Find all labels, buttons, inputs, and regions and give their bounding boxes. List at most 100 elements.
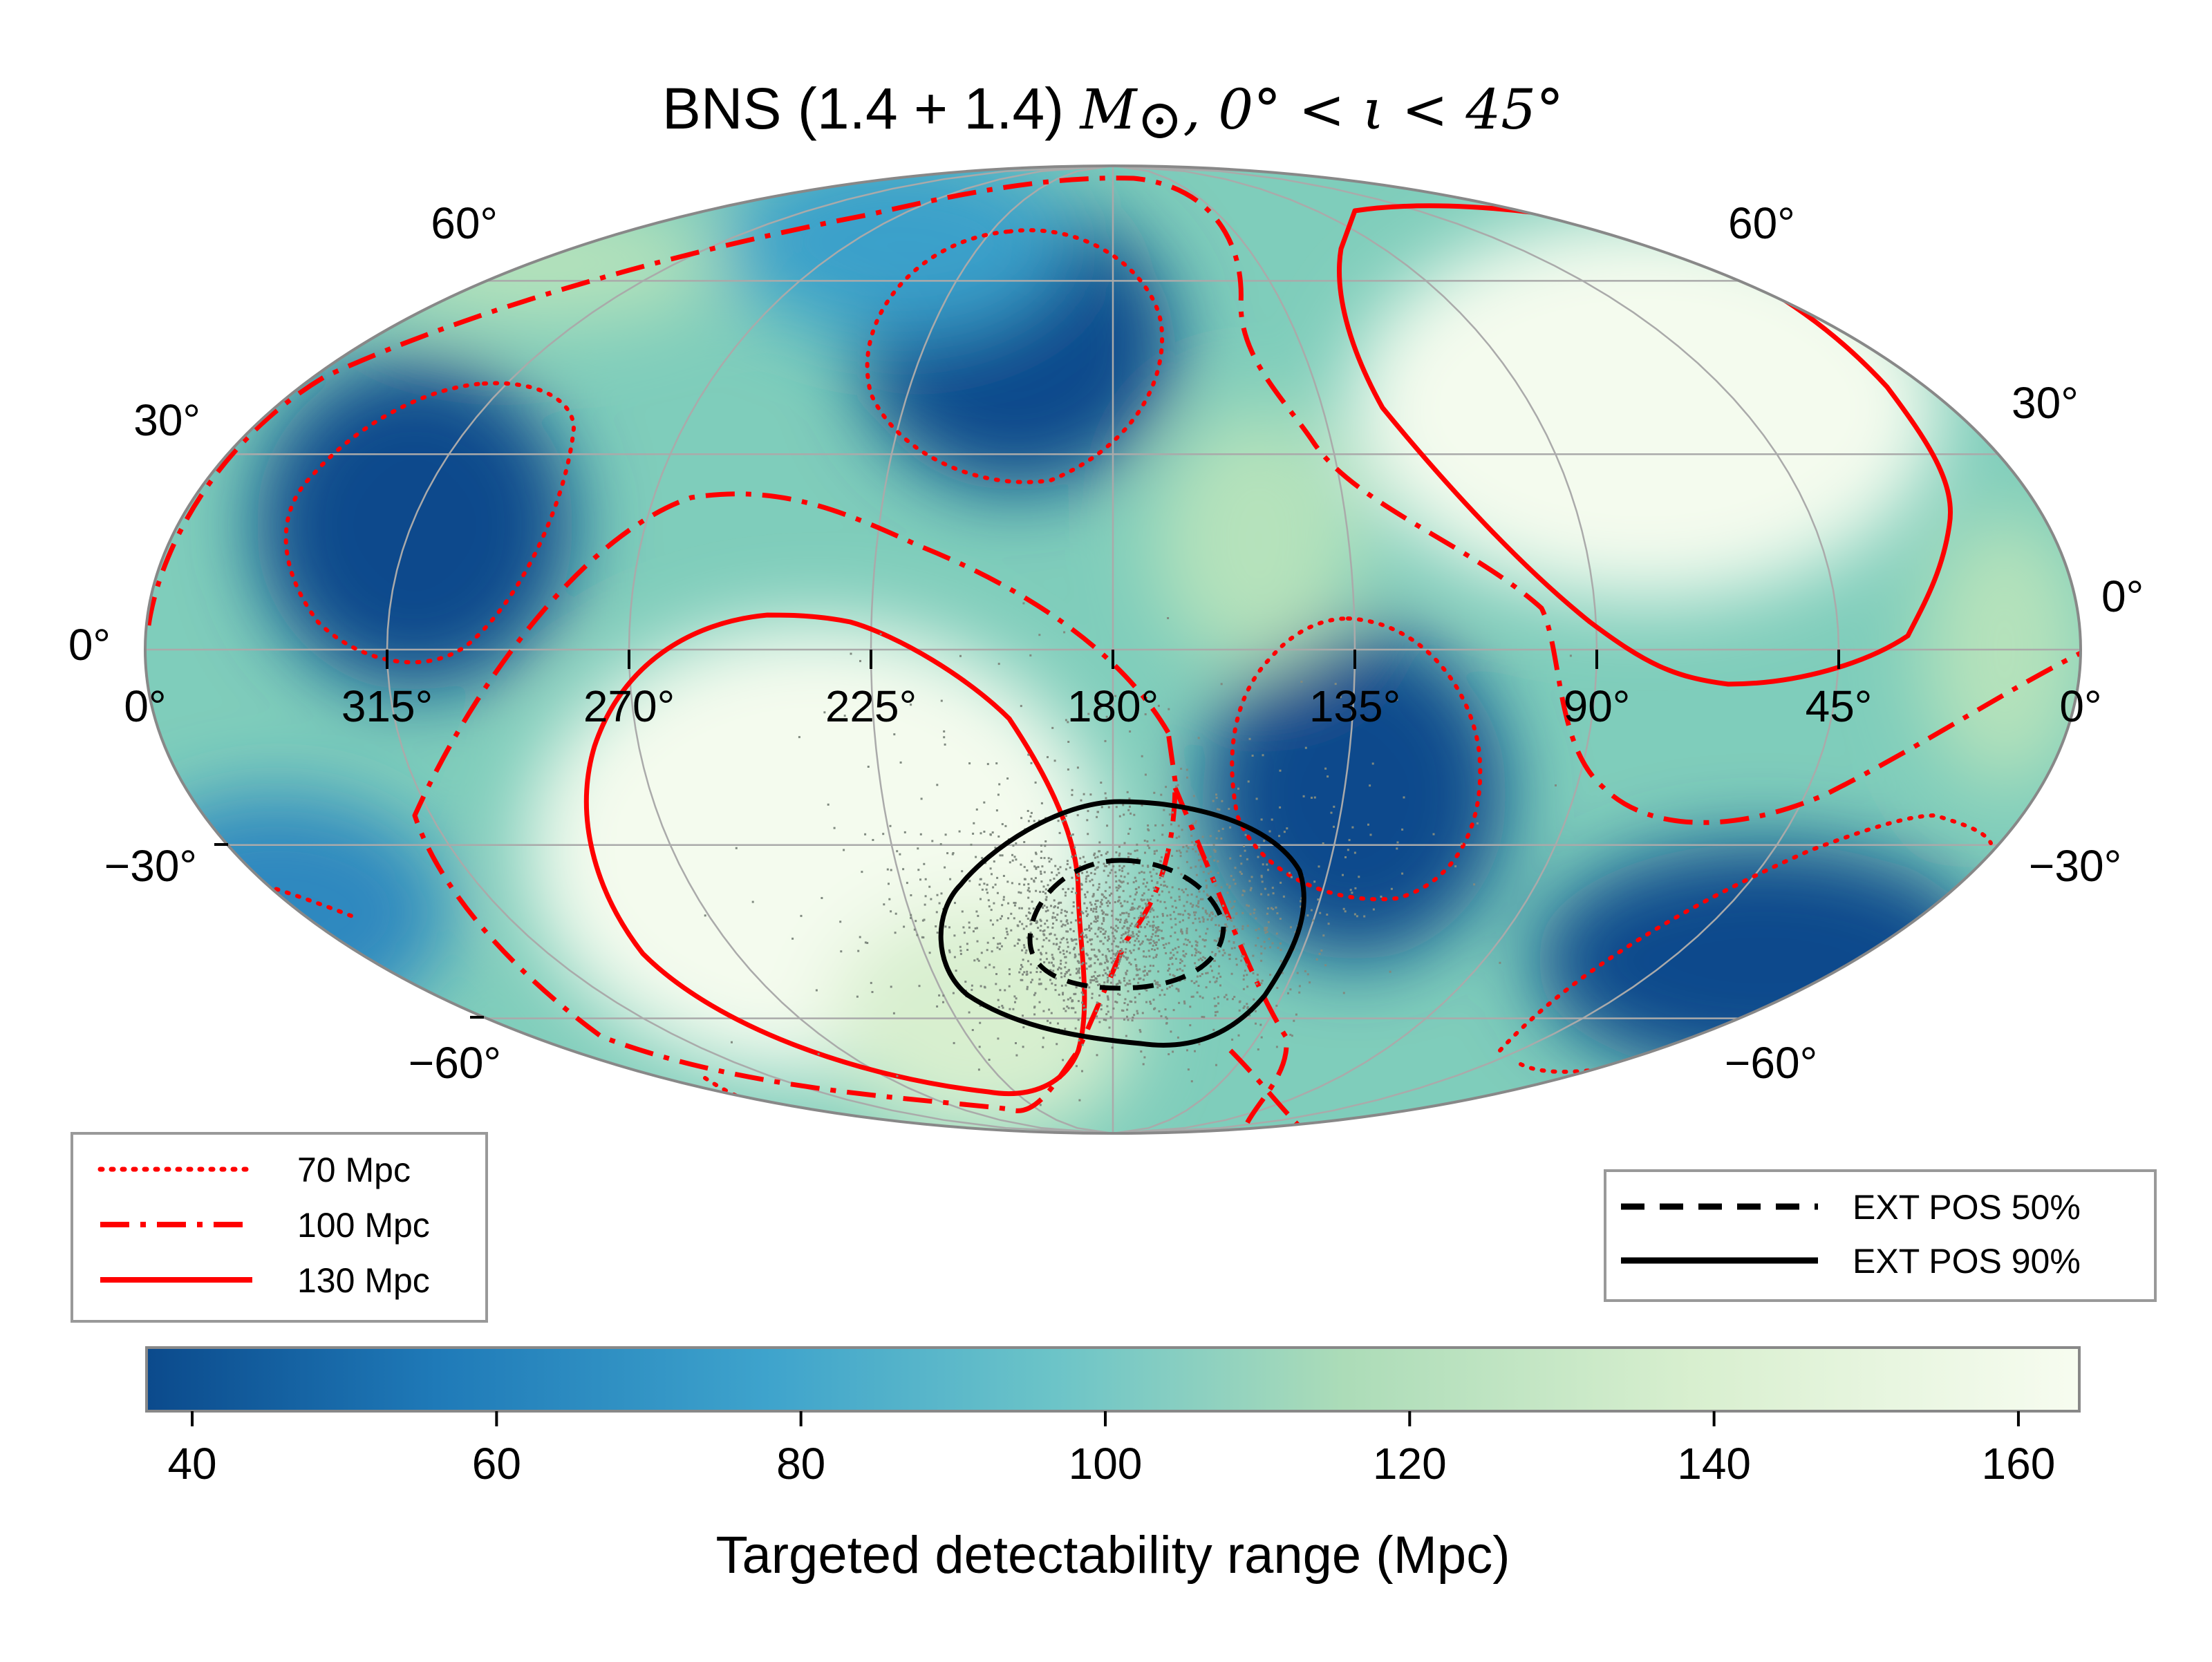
posterior-sample <box>913 928 916 931</box>
posterior-sample <box>1085 910 1087 913</box>
posterior-sample <box>1218 950 1221 953</box>
posterior-sample <box>1107 935 1110 938</box>
posterior-sample <box>1181 829 1183 831</box>
posterior-sample <box>1117 992 1120 995</box>
posterior-sample <box>1195 944 1198 947</box>
posterior-sample <box>1075 891 1078 894</box>
posterior-sample <box>1022 1014 1024 1017</box>
posterior-sample <box>1080 934 1082 936</box>
posterior-sample <box>1171 886 1174 889</box>
posterior-sample <box>1056 918 1058 921</box>
posterior-sample <box>1280 949 1282 952</box>
posterior-sample <box>1085 967 1088 970</box>
posterior-sample <box>1130 952 1132 954</box>
posterior-sample <box>1246 1003 1248 1005</box>
posterior-sample <box>1066 919 1069 922</box>
posterior-sample <box>1250 887 1253 889</box>
posterior-sample <box>1170 896 1172 899</box>
posterior-sample <box>1178 835 1181 838</box>
posterior-sample <box>991 831 994 834</box>
posterior-sample <box>999 854 1002 857</box>
posterior-sample <box>1158 938 1160 941</box>
contour-legend: 70 Mpc 100 Mpc 130 Mpc <box>71 1132 488 1323</box>
posterior-sample <box>921 919 924 922</box>
posterior-sample <box>1060 959 1062 962</box>
posterior-sample <box>1103 862 1105 865</box>
posterior-sample <box>1215 980 1218 983</box>
posterior-sample <box>1148 955 1151 958</box>
posterior-sample <box>1051 916 1054 919</box>
posterior-sample <box>1153 850 1156 853</box>
posterior-sample <box>1211 917 1214 920</box>
posterior-sample <box>1022 927 1025 930</box>
posterior-sample <box>1129 895 1132 898</box>
posterior-sample <box>1027 820 1030 822</box>
posterior-sample <box>1124 998 1127 1001</box>
posterior-sample <box>1086 954 1089 956</box>
posterior-sample <box>1067 970 1070 972</box>
posterior-sample <box>1214 1014 1217 1017</box>
posterior-sample <box>1330 811 1333 814</box>
posterior-sample <box>1401 872 1404 875</box>
posterior-sample <box>1004 989 1006 992</box>
posterior-sample <box>1037 866 1040 869</box>
posterior-sample <box>1136 907 1139 910</box>
posterior-samples <box>582 602 1572 1106</box>
posterior-sample <box>1006 933 1009 936</box>
posterior-sample <box>1156 881 1159 884</box>
posterior-sample <box>1096 867 1098 869</box>
posterior-sample <box>1125 973 1127 976</box>
posterior-sample <box>1029 923 1032 925</box>
posterior-sample <box>979 1004 982 1007</box>
posterior-sample <box>1155 941 1158 944</box>
posterior-sample <box>1199 995 1201 998</box>
posterior-sample <box>1272 892 1275 895</box>
posterior-sample <box>989 867 992 870</box>
posterior-sample <box>1154 934 1157 937</box>
posterior-sample <box>1161 833 1164 836</box>
posterior-sample <box>1129 730 1132 733</box>
posterior-sample <box>1208 895 1210 898</box>
posterior-sample <box>1156 849 1158 852</box>
posterior-sample <box>1018 971 1021 974</box>
posterior-sample <box>1103 920 1105 923</box>
posterior-sample <box>1097 984 1099 986</box>
posterior-sample <box>1145 885 1147 888</box>
posterior-sample <box>1156 899 1159 902</box>
posterior-sample <box>1107 874 1109 877</box>
posterior-sample <box>1228 885 1231 887</box>
posterior-sample <box>859 936 861 938</box>
posterior-sample <box>1199 952 1201 954</box>
posterior-sample <box>1067 741 1070 743</box>
legend-label-70mpc: 70 Mpc <box>297 1151 411 1189</box>
posterior-sample <box>1225 994 1228 997</box>
posterior-sample <box>1133 1014 1136 1017</box>
posterior-sample <box>1084 1008 1087 1010</box>
posterior-sample <box>1033 1013 1036 1016</box>
posterior-sample <box>1319 912 1322 914</box>
posterior-sample <box>1211 951 1214 954</box>
posterior-sample <box>1139 977 1142 980</box>
posterior-sample <box>1134 876 1136 879</box>
posterior-sample <box>1195 874 1198 876</box>
posterior-sample <box>1185 932 1188 934</box>
posterior-sample <box>1143 974 1146 977</box>
posterior-sample <box>1088 925 1091 927</box>
posterior-sample <box>1188 916 1190 919</box>
posterior-sample <box>1181 930 1183 933</box>
posterior-sample <box>1155 981 1158 984</box>
posterior-sample <box>1053 905 1056 907</box>
posterior-sample <box>1275 906 1277 909</box>
posterior-sample <box>961 910 964 913</box>
posterior-sample <box>1149 871 1152 874</box>
posterior-sample <box>1172 1050 1174 1053</box>
posterior-sample <box>1040 880 1043 883</box>
posterior-sample <box>1051 871 1053 874</box>
posterior-sample <box>1162 914 1164 917</box>
posterior-sample <box>1146 974 1149 976</box>
posterior-sample <box>1018 891 1020 894</box>
posterior-sample <box>1060 976 1063 979</box>
posterior-sample <box>1141 804 1143 806</box>
posterior-sample <box>1085 915 1088 917</box>
posterior-sample <box>1224 914 1227 917</box>
